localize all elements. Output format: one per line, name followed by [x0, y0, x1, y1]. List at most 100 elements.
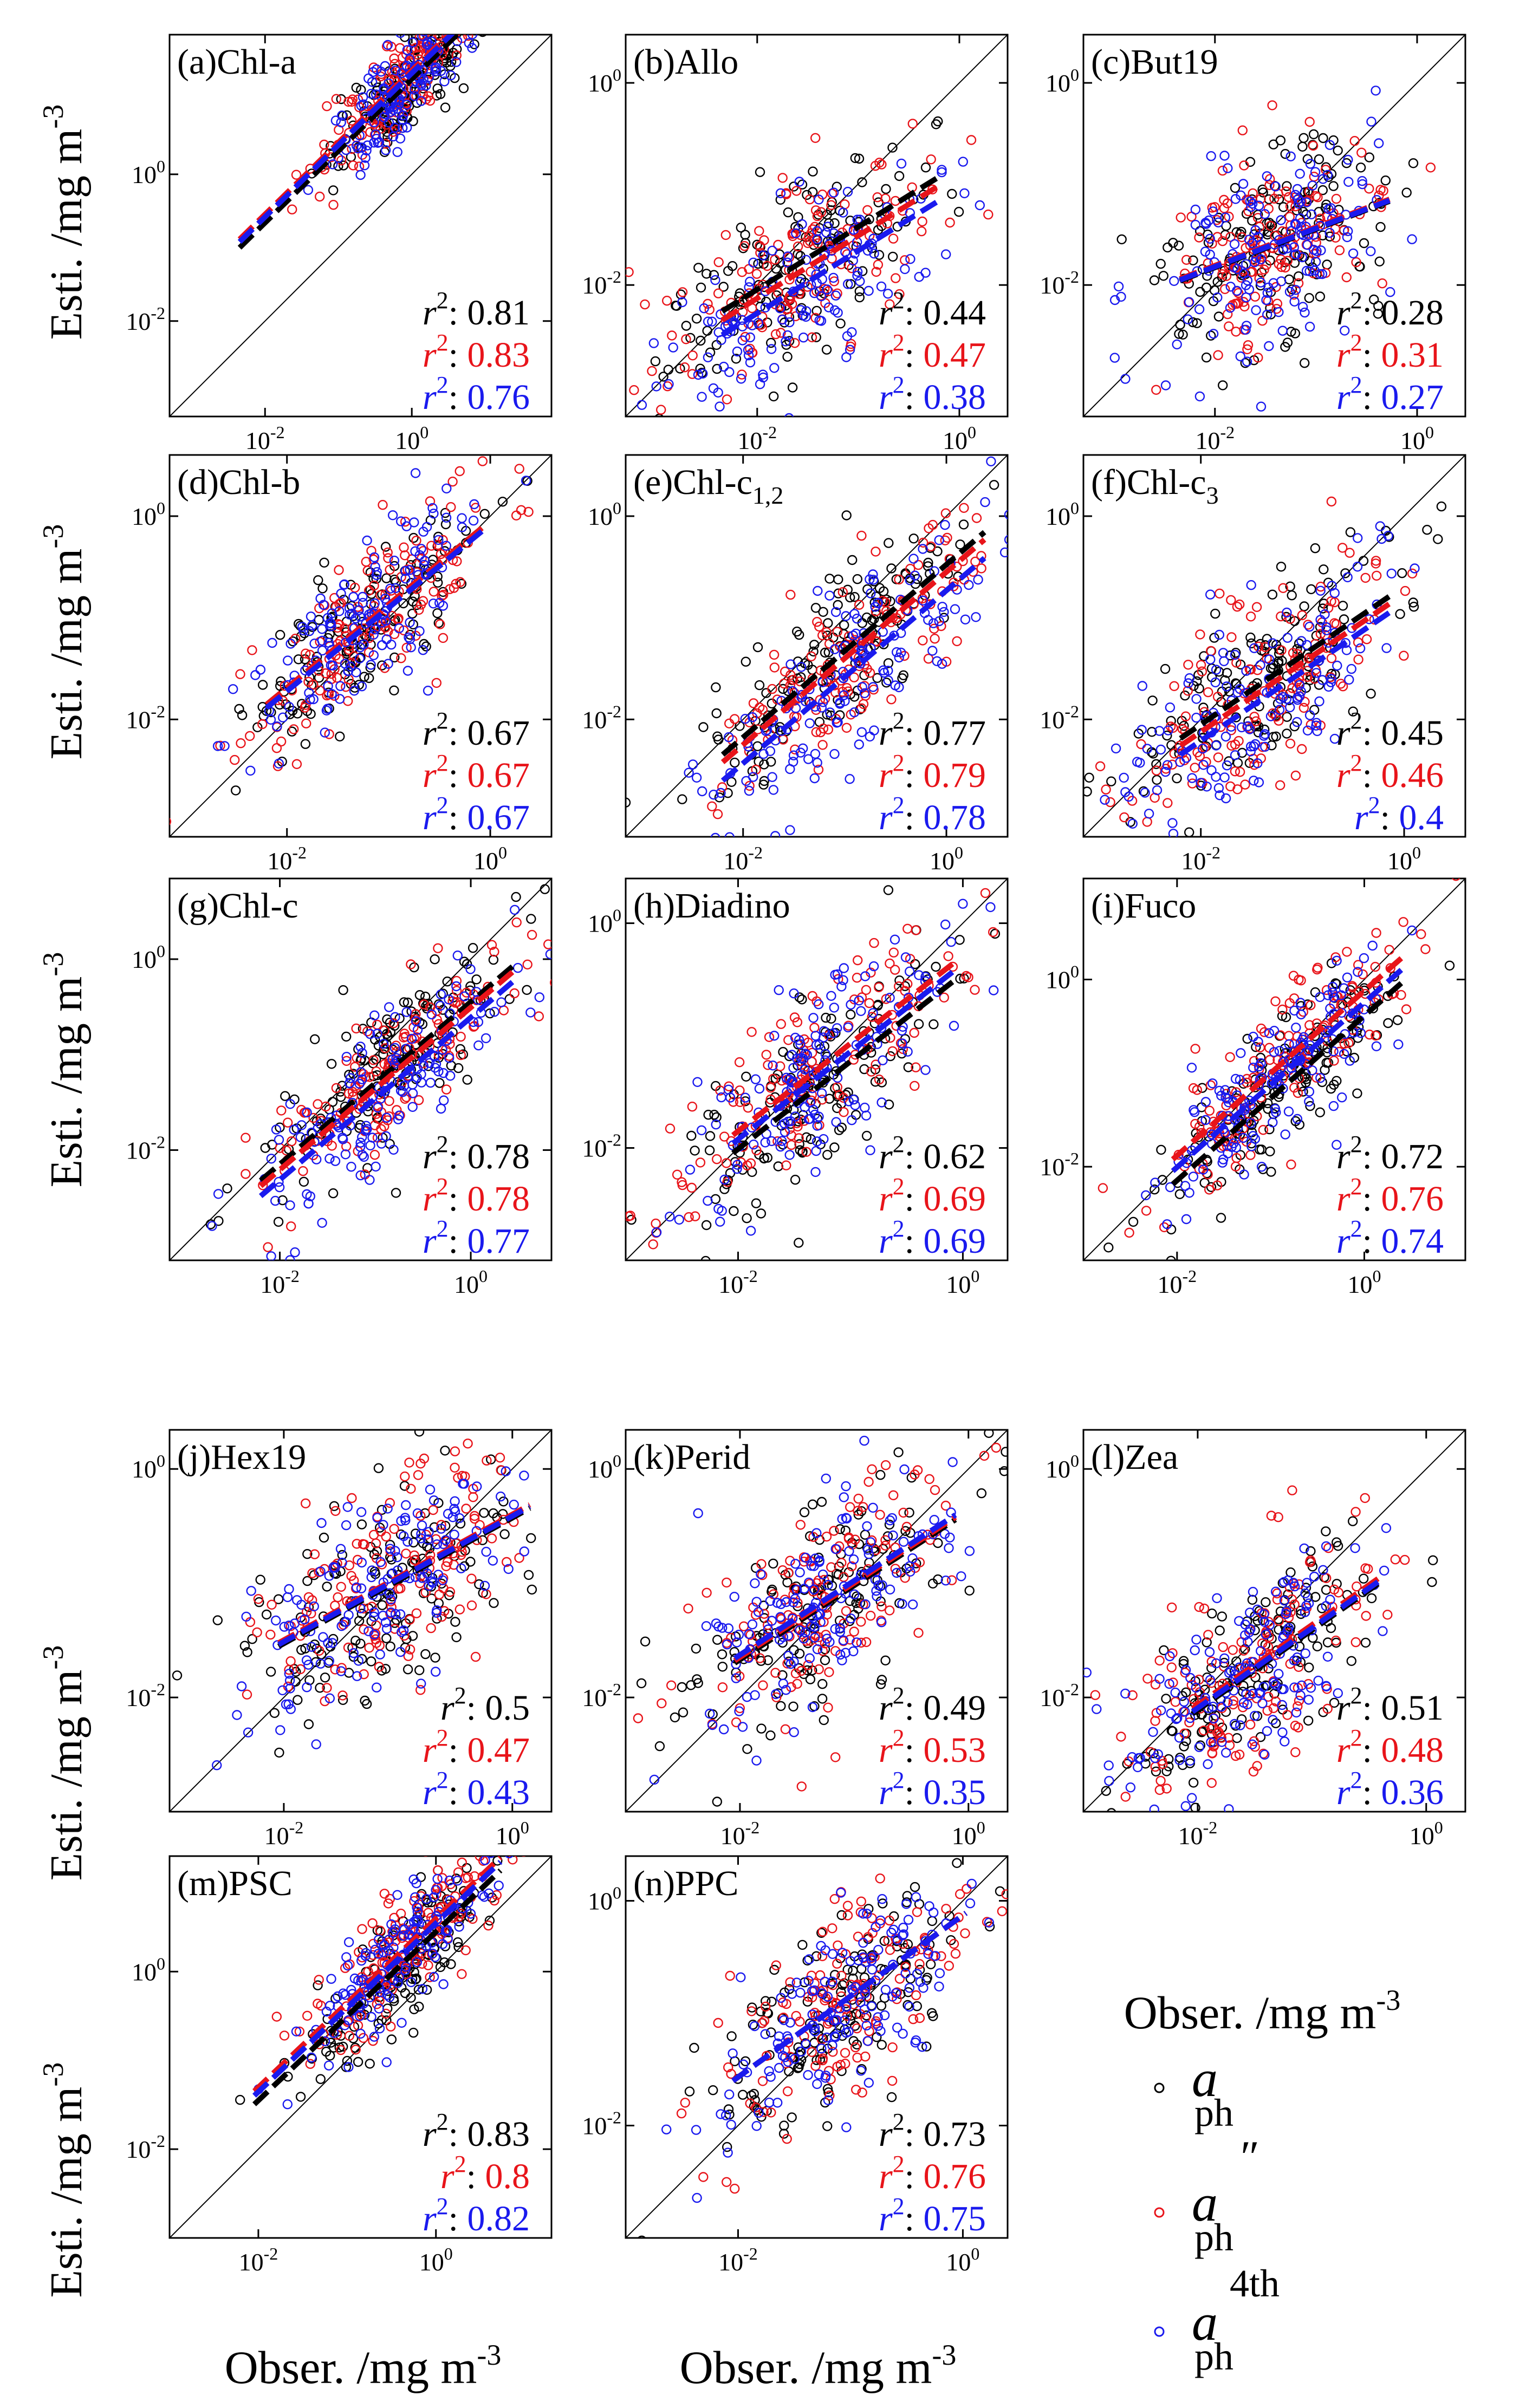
panel-b-point-aph-4th — [784, 317, 795, 328]
panel-i-point-aph — [1298, 1086, 1308, 1097]
panel-e-point-aph — [741, 656, 751, 667]
panel-b-point-aph-dd — [770, 329, 781, 340]
panel-g-point-aph — [298, 1176, 309, 1187]
panel-g-point-aph-dd — [321, 1101, 331, 1112]
panel-i-point-aph-dd — [1141, 1206, 1152, 1216]
panel-j-point-aph-dd — [336, 1582, 346, 1592]
panel-i-point-aph-4th — [1214, 1085, 1225, 1096]
panel-j-point-aph-4th — [431, 1667, 441, 1677]
panel-j-point-aph-4th — [324, 1656, 334, 1666]
panel-d-point-aph-dd — [399, 625, 409, 636]
panel-d-point-aph — [433, 577, 443, 588]
panel-f-point-aph — [1125, 817, 1135, 827]
panel-b-point-aph-4th — [710, 275, 720, 285]
panel-e-frame — [625, 454, 1009, 838]
panel-b-point-aph-4th — [822, 222, 833, 232]
panel-b-point-aph — [782, 352, 793, 362]
panel-c-point-aph-4th — [1290, 249, 1301, 259]
panel-c-point-aph — [1173, 240, 1184, 251]
panel-c-point-aph-4th — [1262, 309, 1272, 320]
panel-j-point-aph-4th — [369, 1629, 380, 1640]
panel-j-point-aph-dd — [454, 1604, 465, 1615]
panel-j-point-aph-4th — [509, 1499, 519, 1510]
panel-d-point-aph-4th — [326, 618, 336, 629]
panel-f-frame — [1082, 454, 1466, 838]
panel-f-r2-aph: r2: 0.45 — [1336, 707, 1444, 753]
panel-k-point-aph — [819, 1715, 829, 1726]
panel-c-point-aph-dd — [1264, 174, 1275, 184]
panel-j-point-aph — [212, 1615, 223, 1625]
panel-h-point-aph-4th — [725, 1092, 736, 1103]
panel-e-point-aph-4th — [848, 630, 859, 641]
panel-c-point-aph-4th — [1245, 196, 1256, 206]
panel-k-point-aph — [691, 1643, 702, 1654]
panel-f-point-aph — [1172, 773, 1182, 784]
panel-e-point-aph-dd — [818, 723, 829, 734]
panel-c-point-aph-4th — [1366, 246, 1376, 257]
panel-f-point-aph — [1193, 670, 1204, 680]
panel-e-point-aph — [923, 557, 933, 568]
panel-d-point-aph-4th — [317, 624, 327, 634]
panel-a-point-aph — [446, 56, 457, 67]
panel-h-point-aph-dd — [786, 1140, 797, 1150]
panel-b-point-aph-4th — [821, 227, 832, 238]
panel-i-point-aph-dd — [1293, 1088, 1303, 1098]
panel-c-point-aph — [1380, 175, 1391, 186]
panel-k-point-aph-dd — [826, 1562, 836, 1572]
panel-c-point-aph-dd — [1341, 272, 1352, 283]
panel-b-point-aph-dd — [806, 266, 816, 277]
panel-h-point-aph-4th — [812, 1121, 822, 1131]
panel-c-point-aph-4th — [1220, 212, 1231, 223]
panel-b-point-aph-4th — [758, 250, 768, 261]
panel-e-y-tick-label: 100 — [588, 498, 621, 530]
panel-d-point-aph — [479, 509, 490, 519]
panel-f-point-aph-4th — [1219, 656, 1229, 667]
panel-f-point-aph — [1282, 728, 1292, 739]
panel-e-point-aph-4th — [785, 825, 795, 835]
panel-f-point-aph — [1348, 706, 1359, 717]
panel-c-point-aph-4th — [1250, 225, 1261, 236]
panel-j-point-aph-4th — [415, 1533, 426, 1544]
panel-e-point-aph-4th — [724, 732, 734, 743]
panel-d-point-aph — [296, 631, 306, 642]
panel-f-point-aph-dd — [1119, 812, 1129, 823]
panel-d-point-aph-4th — [326, 660, 336, 671]
panel-j-point-aph-4th — [303, 1659, 314, 1670]
panel-b-point-aph-4th — [715, 401, 725, 412]
panel-d-point-aph — [408, 532, 419, 543]
panel-e-point-aph — [852, 574, 863, 584]
panel-b-point-aph — [808, 166, 818, 177]
panel-j-point-aph — [498, 1496, 509, 1507]
panel-g-point-aph-4th — [444, 1053, 454, 1063]
panel-e-point-aph-dd — [871, 636, 881, 646]
panel-k-point-aph-dd — [930, 1485, 940, 1495]
panel-g-point-aph-dd — [413, 1095, 424, 1105]
panel-f-point-aph-dd — [1360, 572, 1371, 583]
panel-k-point-aph-dd — [901, 1521, 912, 1532]
panel-g-point-aph-4th — [465, 964, 476, 974]
panel-b-point-aph — [702, 326, 712, 336]
panel-c-point-aph-4th — [1238, 179, 1249, 189]
panel-g-point-aph-dd — [419, 999, 429, 1010]
panel-h-point-aph-4th — [903, 992, 914, 1003]
panel-j-point-aph-dd — [475, 1520, 485, 1530]
panel-g-point-aph-4th — [435, 1000, 445, 1011]
panel-j-point-aph-4th — [353, 1656, 363, 1666]
panel-h-point-aph-4th — [985, 902, 996, 913]
panel-b-point-aph-4th — [724, 367, 735, 378]
panel-e-point-aph-dd — [940, 535, 951, 545]
panel-f-point-aph-dd — [1233, 736, 1244, 746]
panel-f-point-aph-4th — [1235, 684, 1245, 694]
panel-a-fit-line-aph-4th — [237, 35, 455, 244]
panel-j-point-aph — [474, 1579, 484, 1590]
panel-k-point-aph — [678, 1707, 689, 1717]
panel-i-point-aph-dd — [1098, 1183, 1108, 1193]
panel-g-point-aph-dd — [543, 939, 551, 949]
panel-h-point-aph-dd — [711, 1154, 722, 1164]
panel-h-point-aph — [931, 961, 941, 972]
panel-d-point-aph-4th — [416, 544, 426, 554]
panel-c-point-aph — [1116, 234, 1127, 245]
panel-k-point-aph — [906, 1472, 917, 1483]
panel-j-point-aph — [356, 1519, 367, 1530]
panel-b-point-aph — [887, 142, 898, 153]
